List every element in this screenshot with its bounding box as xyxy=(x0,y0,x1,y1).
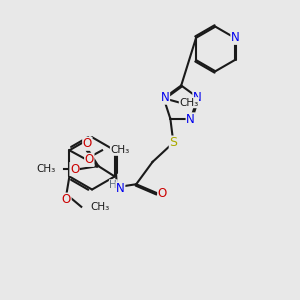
Text: H: H xyxy=(110,180,117,190)
Text: N: N xyxy=(186,113,195,126)
Text: CH₃: CH₃ xyxy=(179,98,199,108)
Text: O: O xyxy=(85,153,94,166)
Text: O: O xyxy=(83,137,92,150)
Text: N: N xyxy=(116,182,125,195)
Text: O: O xyxy=(70,163,79,176)
Text: CH₃: CH₃ xyxy=(36,164,55,174)
Text: S: S xyxy=(169,136,177,149)
Text: N: N xyxy=(193,91,202,104)
Text: CH₃: CH₃ xyxy=(110,145,130,155)
Text: CH₃: CH₃ xyxy=(91,202,110,212)
Text: N: N xyxy=(161,91,170,104)
Text: N: N xyxy=(231,31,240,44)
Text: O: O xyxy=(158,187,167,200)
Text: O: O xyxy=(62,193,71,206)
